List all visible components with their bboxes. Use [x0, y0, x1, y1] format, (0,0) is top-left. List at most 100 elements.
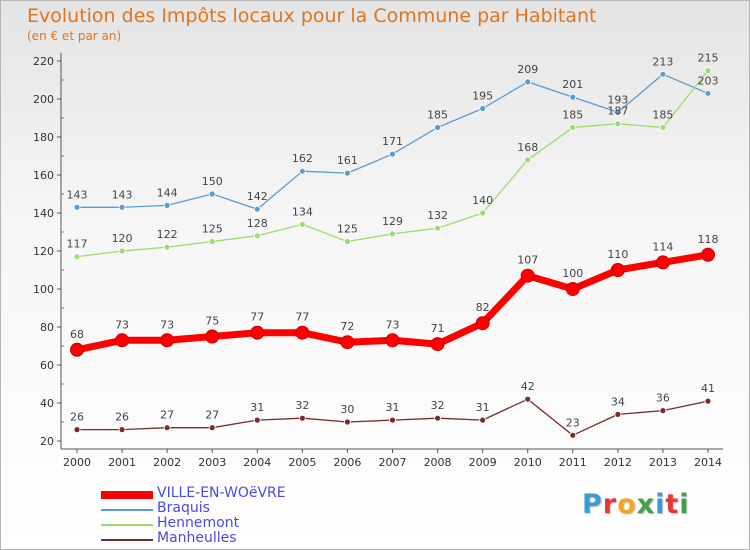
- x-tick-label: 2007: [379, 456, 407, 469]
- data-point-manheulles: [163, 424, 171, 432]
- data-point-ville-en-wo-vre: [475, 316, 490, 331]
- data-label-braquis: 171: [382, 135, 403, 148]
- data-label-manheulles: 31: [476, 401, 490, 414]
- data-point-manheulles: [614, 410, 622, 418]
- data-point-ville-en-wo-vre: [115, 333, 130, 348]
- logo-letter: i: [655, 489, 666, 520]
- data-point-hennemont: [118, 247, 126, 255]
- y-tick-label: 200: [33, 93, 54, 106]
- y-tick-label: 140: [33, 207, 54, 220]
- data-point-ville-en-wo-vre: [701, 247, 715, 262]
- data-point-manheulles: [298, 414, 306, 422]
- data-label-ville-en-wo-vre: 72: [340, 320, 354, 333]
- y-tick-label: 80: [40, 321, 54, 334]
- x-tick-label: 2006: [333, 456, 361, 469]
- data-label-manheulles: 32: [431, 399, 445, 412]
- data-point-ville-en-wo-vre: [430, 337, 445, 352]
- data-point-hennemont: [569, 124, 577, 131]
- data-label-ville-en-wo-vre: 75: [205, 315, 219, 328]
- data-point-braquis: [614, 108, 622, 116]
- x-tick-label: 2000: [63, 456, 91, 469]
- data-label-hennemont: 117: [67, 238, 88, 251]
- data-label-manheulles: 27: [205, 409, 219, 422]
- data-label-braquis: 185: [427, 109, 448, 122]
- y-tick-label: 220: [33, 55, 54, 68]
- data-point-manheulles: [659, 407, 667, 415]
- logo-letter: t: [665, 489, 680, 520]
- data-label-hennemont: 168: [517, 141, 538, 154]
- data-point-manheulles: [479, 416, 487, 424]
- data-point-braquis: [253, 205, 261, 213]
- data-label-ville-en-wo-vre: 73: [160, 318, 174, 331]
- data-point-manheulles: [344, 418, 351, 426]
- data-label-ville-en-wo-vre: 77: [295, 311, 309, 324]
- data-label-ville-en-wo-vre: 114: [652, 240, 673, 253]
- data-label-hennemont: 187: [607, 105, 628, 118]
- data-label-hennemont: 185: [652, 109, 673, 122]
- data-point-braquis: [118, 203, 126, 211]
- y-tick-label: 60: [40, 359, 54, 372]
- axes: 20 40 60 80 100 120 140 160 180 200 220 2000 2001 200…: [33, 53, 723, 469]
- data-label-braquis: 193: [607, 93, 628, 106]
- data-point-manheulles: [253, 416, 261, 424]
- x-tick-label: 2010: [514, 456, 542, 469]
- data-label-hennemont: 129: [382, 215, 403, 228]
- data-label-manheulles: 42: [521, 380, 535, 393]
- data-point-braquis: [704, 89, 712, 97]
- y-tick-label: 40: [40, 397, 54, 410]
- data-point-braquis: [569, 93, 577, 101]
- data-labels-layer: 143 143 144 150 142 162 161 171 185 195 209 201 193 2…: [67, 52, 719, 430]
- data-label-braquis: 201: [562, 78, 583, 91]
- data-point-ville-en-wo-vre: [340, 335, 355, 350]
- legend-swatch-manheulles: [101, 539, 153, 541]
- data-point-manheulles: [118, 426, 126, 434]
- data-point-hennemont: [479, 209, 487, 217]
- data-label-hennemont: 185: [562, 109, 583, 122]
- data-point-hennemont: [208, 238, 216, 245]
- data-point-hennemont: [434, 224, 441, 232]
- y-tick-label: 160: [33, 169, 54, 182]
- data-label-braquis: 143: [112, 188, 133, 201]
- data-point-manheulles: [524, 395, 532, 403]
- data-label-ville-en-wo-vre: 77: [250, 311, 264, 324]
- data-point-hennemont: [524, 156, 532, 164]
- data-label-manheulles: 23: [566, 416, 580, 429]
- data-point-ville-en-wo-vre: [610, 263, 625, 277]
- data-label-braquis: 203: [698, 74, 719, 87]
- data-label-hennemont: 125: [202, 223, 223, 236]
- data-label-braquis: 143: [67, 188, 88, 201]
- data-label-manheulles: 32: [295, 399, 309, 412]
- data-point-braquis: [524, 78, 532, 86]
- data-point-ville-en-wo-vre: [250, 325, 265, 340]
- y-tick-label: 120: [33, 245, 54, 258]
- chart-subtitle: (en € et par an): [27, 29, 122, 43]
- legend-swatch-ville: [101, 491, 153, 499]
- legend-label-ville: VILLE-EN-WOëVRE: [157, 485, 286, 501]
- data-label-braquis: 195: [472, 90, 493, 103]
- data-label-braquis: 213: [652, 55, 673, 68]
- logo-letter: x: [636, 489, 656, 520]
- data-label-ville-en-wo-vre: 73: [115, 318, 129, 331]
- data-label-hennemont: 134: [292, 205, 313, 218]
- data-label-manheulles: 34: [611, 395, 625, 408]
- data-point-ville-en-wo-vre: [205, 329, 220, 344]
- data-point-ville-en-wo-vre: [520, 268, 535, 283]
- data-label-hennemont: 215: [698, 52, 719, 65]
- legend-swatch-braquis: [101, 509, 153, 511]
- data-point-hennemont: [659, 124, 667, 131]
- data-point-ville-en-wo-vre: [565, 282, 580, 296]
- x-tick-label: 2009: [469, 456, 497, 469]
- y-tick-label: 180: [33, 131, 54, 144]
- data-label-braquis: 161: [337, 154, 358, 167]
- data-label-ville-en-wo-vre: 68: [70, 328, 84, 341]
- data-point-manheulles: [569, 431, 577, 439]
- logo-letter: P: [582, 489, 603, 520]
- data-label-ville-en-wo-vre: 73: [386, 318, 400, 331]
- data-point-braquis: [298, 167, 306, 175]
- legend-swatch-hennemont: [101, 524, 153, 526]
- data-point-braquis: [208, 190, 216, 198]
- data-label-ville-en-wo-vre: 71: [431, 322, 445, 335]
- data-label-hennemont: 125: [337, 223, 358, 236]
